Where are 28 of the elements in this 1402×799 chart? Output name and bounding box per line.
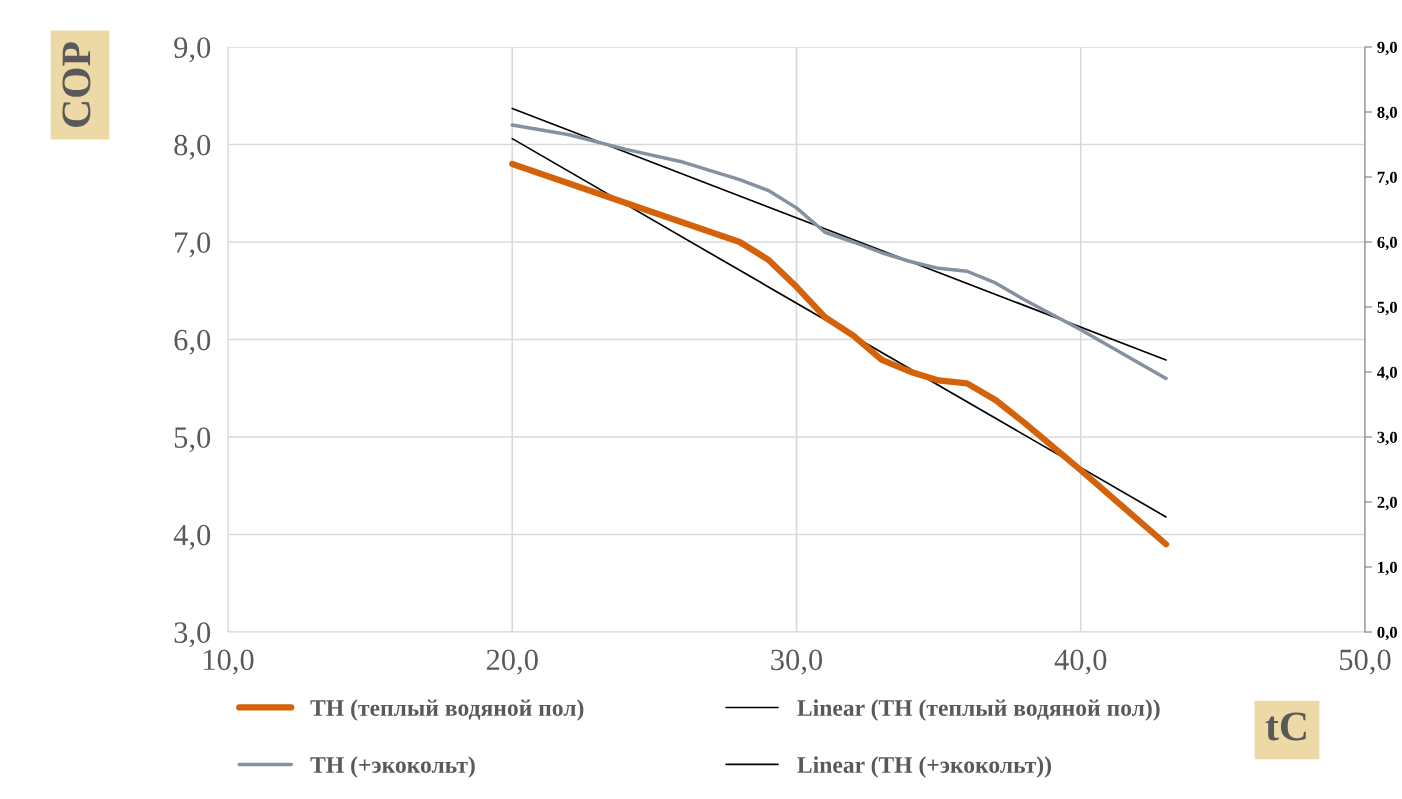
y-tick-label: 5,0	[174, 427, 211, 453]
y2-tick-label: 4,0	[1377, 366, 1397, 381]
y2-tick-label: 5,0	[1377, 301, 1397, 316]
y2-tick-label: 0,0	[1377, 626, 1397, 641]
y2-tick-label: 6,0	[1377, 236, 1397, 251]
y-tick-label: 3,0	[174, 622, 211, 648]
legend-label: ТН (теплый водяной пол)	[310, 699, 584, 721]
x-tick-label: 50,0	[1340, 649, 1391, 675]
y-axis-title: COP	[62, 42, 91, 127]
y-tick-label: 8,0	[174, 134, 211, 160]
legend-label: Linear (ТН (теплый водяной пол))	[797, 699, 1160, 721]
y-tick-label: 6,0	[174, 329, 211, 355]
y2-tick-label: 3,0	[1377, 431, 1397, 446]
y2-tick-label: 1,0	[1378, 561, 1397, 576]
y2-tick-label: 9,0	[1377, 41, 1397, 56]
y2-tick-label: 8,0	[1377, 106, 1397, 121]
legend-label: Linear (ТН (+экокольт))	[797, 756, 1051, 778]
y-tick-label: 7,0	[175, 232, 211, 258]
x-tick-label: 30,0	[771, 649, 823, 675]
legend-label: ТН (+экокольт)	[310, 756, 475, 778]
x-tick-label: 40,0	[1054, 649, 1107, 675]
y2-tick-label: 2,0	[1377, 496, 1397, 511]
y-tick-label: 4,0	[173, 524, 211, 550]
x-tick-label: 10,0	[203, 649, 254, 675]
y-tick-label: 9,0	[174, 37, 211, 63]
x-tick-label: 20,0	[486, 649, 538, 675]
y2-tick-label: 7,0	[1377, 171, 1397, 186]
x-axis-title: tC	[1265, 712, 1306, 741]
